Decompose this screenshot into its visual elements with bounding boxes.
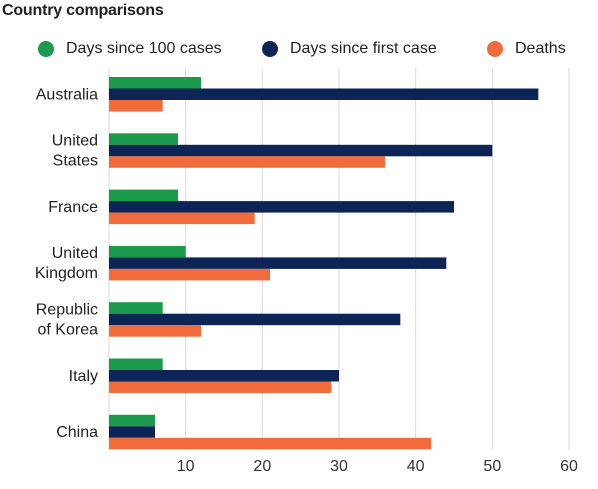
bar: [109, 201, 454, 213]
x-tick-label: 60: [560, 458, 578, 475]
x-tick-label: 40: [407, 458, 425, 475]
bar: [109, 100, 163, 112]
bar: [109, 426, 155, 438]
bar: [109, 414, 155, 427]
bar: [109, 313, 401, 326]
category-label: China: [56, 424, 98, 441]
bar: [109, 133, 178, 145]
category-label: of Korea: [38, 321, 99, 338]
legend-item-days-since-first-case: Days since first case: [262, 40, 437, 58]
category-label: Kingdom: [35, 265, 98, 282]
legend: Days since 100 cases Days since first ca…: [0, 40, 598, 64]
bar: [109, 212, 255, 225]
bar: [109, 88, 539, 100]
bar: [109, 325, 201, 337]
legend-label: Deaths: [515, 40, 566, 57]
legend-swatch: [487, 41, 503, 57]
bar: [109, 358, 163, 370]
legend-swatch: [38, 41, 54, 57]
x-tick-label: 30: [330, 458, 348, 475]
legend-item-deaths: Deaths: [487, 40, 566, 58]
legend-item-days-since-100-cases: Days since 100 cases: [38, 40, 222, 58]
bar: [109, 189, 178, 202]
x-tick-label: 10: [177, 458, 195, 475]
category-label: United: [52, 245, 98, 262]
bar: [109, 370, 339, 382]
x-tick-label: 20: [253, 458, 271, 475]
chart-title: Country comparisons: [2, 2, 164, 19]
bar: [109, 144, 493, 157]
bar: [109, 156, 385, 168]
x-tick-label: 50: [483, 458, 501, 475]
category-label: Italy: [69, 368, 98, 385]
legend-label: Days since 100 cases: [66, 40, 222, 57]
legend-label: Days since first case: [290, 40, 437, 57]
category-label: Republic: [36, 301, 98, 318]
category-label: United: [52, 133, 98, 150]
bar: [109, 302, 163, 314]
bar: [109, 257, 447, 269]
bar: [109, 77, 201, 89]
category-label: States: [53, 153, 98, 170]
category-label: Australia: [36, 86, 98, 103]
bar: [109, 381, 332, 393]
legend-swatch: [262, 41, 278, 57]
bar: [109, 437, 431, 450]
category-label: France: [48, 199, 98, 216]
bar: [109, 268, 270, 281]
bar: [109, 245, 186, 258]
